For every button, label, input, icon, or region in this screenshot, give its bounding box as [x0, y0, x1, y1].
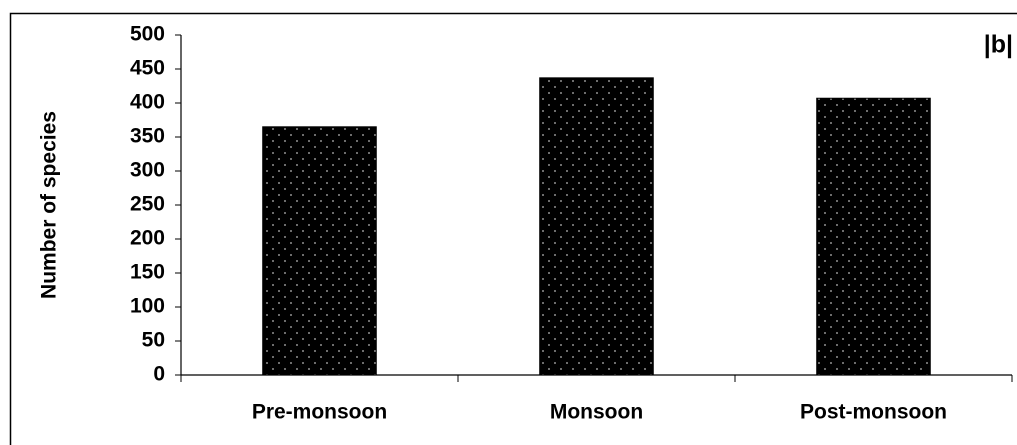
y-tick-label: 250 [130, 193, 165, 216]
y-tick-label: 400 [130, 91, 165, 114]
y-tick-label: 100 [130, 295, 165, 318]
y-tick-label: 50 [142, 329, 165, 352]
y-tick-label: 300 [130, 159, 165, 182]
panel-label: |b| [984, 31, 1013, 59]
y-tick-label: 450 [130, 57, 165, 80]
y-tick-label: 0 [153, 363, 165, 386]
y-tick-label: 350 [130, 125, 165, 148]
y-tick-label: 150 [130, 261, 165, 284]
x-tick-label: Pre-monsoon [252, 401, 387, 424]
x-tick-label: Post-monsoon [800, 401, 947, 424]
bar [539, 77, 654, 376]
bar [816, 97, 931, 376]
y-tick-label: 500 [130, 23, 165, 46]
y-tick-label: 200 [130, 227, 165, 250]
chart-border [9, 12, 1017, 445]
bar [262, 126, 377, 376]
x-tick-label: Monsoon [550, 401, 643, 424]
y-axis-label: Number of species [38, 111, 61, 299]
